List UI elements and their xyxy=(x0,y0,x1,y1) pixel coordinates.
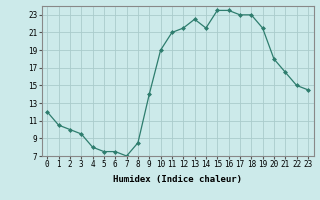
X-axis label: Humidex (Indice chaleur): Humidex (Indice chaleur) xyxy=(113,175,242,184)
